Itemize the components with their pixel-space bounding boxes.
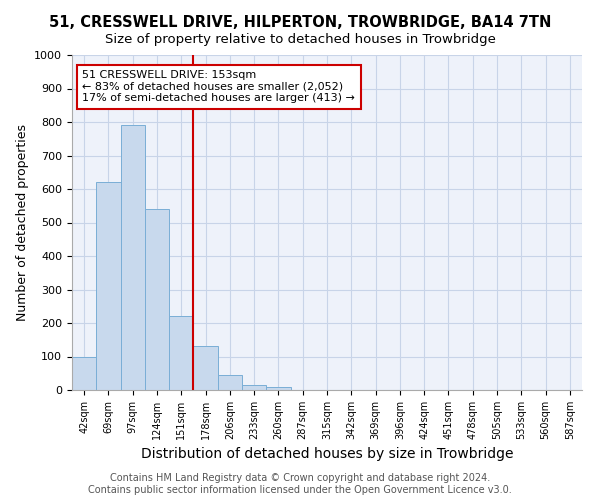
Bar <box>96 182 121 390</box>
Bar <box>266 386 290 390</box>
Bar <box>145 209 169 390</box>
Bar <box>169 316 193 390</box>
Bar <box>242 385 266 390</box>
Text: Contains HM Land Registry data © Crown copyright and database right 2024.
Contai: Contains HM Land Registry data © Crown c… <box>88 474 512 495</box>
Bar <box>218 375 242 390</box>
Text: 51 CRESSWELL DRIVE: 153sqm
← 83% of detached houses are smaller (2,052)
17% of s: 51 CRESSWELL DRIVE: 153sqm ← 83% of deta… <box>82 70 355 103</box>
Text: 51, CRESSWELL DRIVE, HILPERTON, TROWBRIDGE, BA14 7TN: 51, CRESSWELL DRIVE, HILPERTON, TROWBRID… <box>49 15 551 30</box>
Y-axis label: Number of detached properties: Number of detached properties <box>16 124 29 321</box>
X-axis label: Distribution of detached houses by size in Trowbridge: Distribution of detached houses by size … <box>141 448 513 462</box>
Text: Size of property relative to detached houses in Trowbridge: Size of property relative to detached ho… <box>104 32 496 46</box>
Bar <box>121 126 145 390</box>
Bar <box>193 346 218 390</box>
Bar <box>72 356 96 390</box>
